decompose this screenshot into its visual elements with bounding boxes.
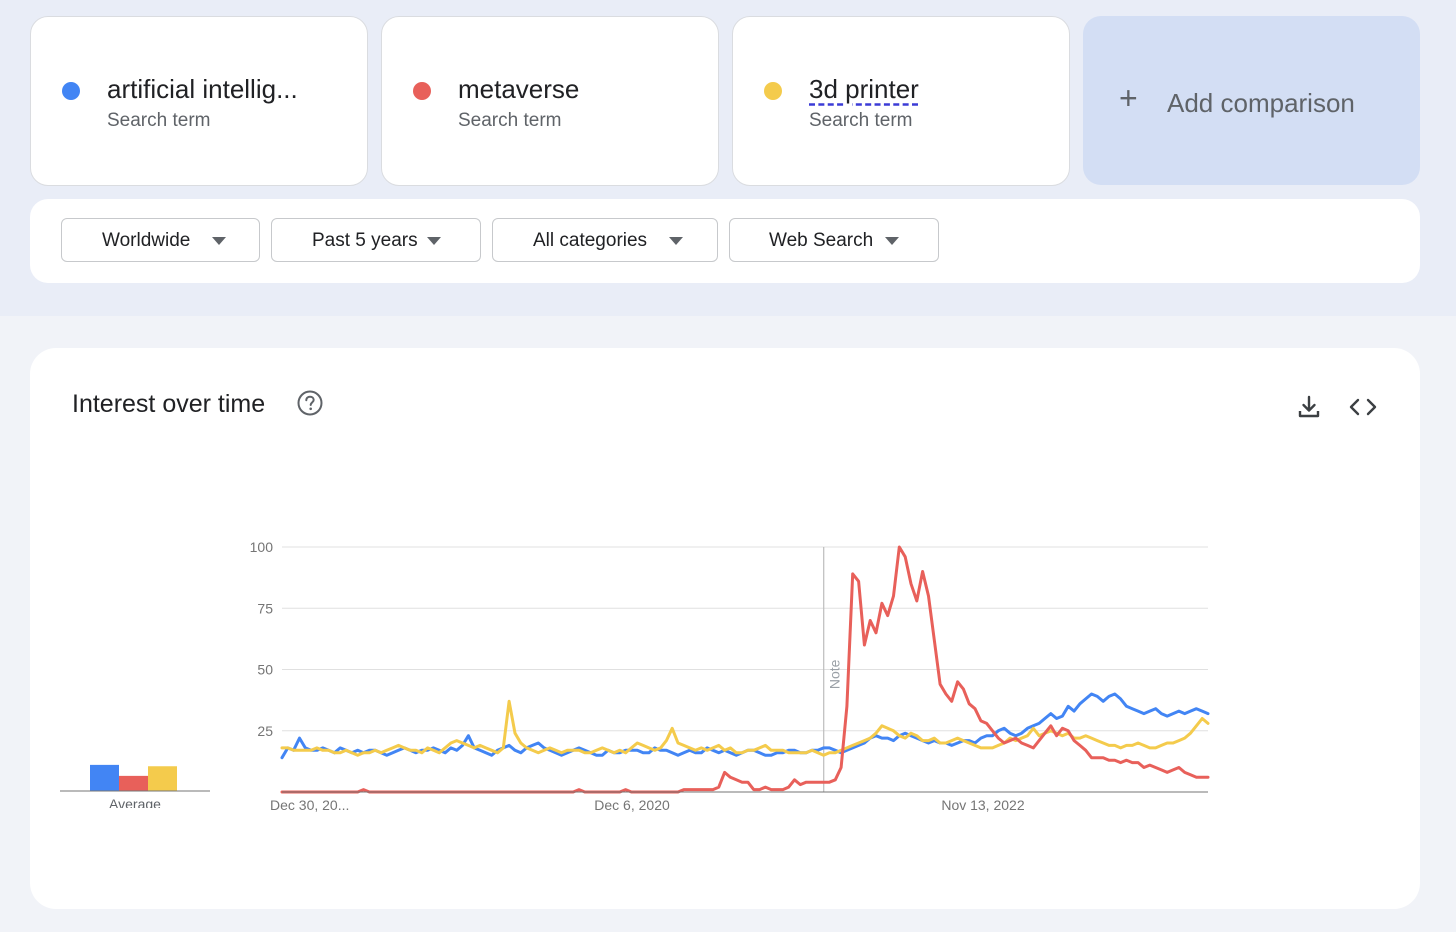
search-term-subtitle: Search term bbox=[107, 110, 211, 131]
search-term-subtitle: Search term bbox=[458, 110, 562, 131]
search-term-label: artificial intellig... bbox=[107, 74, 298, 104]
interest-line-chart: 100 75 50 25 Note Dec 30, 20... Dec 6, 2020 N… bbox=[250, 539, 1210, 813]
search-term-subtitle: Search term bbox=[809, 110, 913, 131]
filter-category-dropdown[interactable]: All categories bbox=[492, 218, 718, 262]
y-tick-label: 25 bbox=[257, 723, 273, 739]
chart-gridlines bbox=[282, 546, 1208, 732]
search-term-card-metaverse[interactable]: metaverse Search term bbox=[381, 16, 719, 186]
y-tick-label: 75 bbox=[257, 600, 273, 616]
series-color-dot bbox=[413, 82, 431, 100]
filter-region-dropdown[interactable]: Worldwide bbox=[61, 218, 260, 262]
help-circle-icon[interactable] bbox=[297, 390, 323, 416]
dropdown-caret-icon bbox=[427, 237, 441, 245]
filter-label: Web Search bbox=[769, 230, 874, 251]
note-annotation[interactable]: Note bbox=[823, 547, 843, 792]
add-comparison-label: Add comparison bbox=[1167, 88, 1355, 118]
interest-over-time-panel: Interest over time Average 100 75 50 25 Not… bbox=[30, 348, 1420, 909]
search-term-label: 3d printer bbox=[809, 74, 919, 105]
dropdown-caret-icon bbox=[669, 237, 683, 245]
series-color-dot bbox=[62, 82, 80, 100]
add-comparison-button[interactable]: + Add comparison bbox=[1083, 16, 1420, 185]
filter-label: Worldwide bbox=[102, 230, 191, 251]
dropdown-caret-icon bbox=[885, 237, 899, 245]
average-bars bbox=[90, 764, 177, 791]
search-term-card-ai[interactable]: artificial intellig... Search term bbox=[30, 16, 368, 186]
average-bar-1 bbox=[119, 775, 148, 791]
plus-icon: + bbox=[1119, 80, 1138, 116]
filter-label: All categories bbox=[533, 230, 648, 251]
average-label: Average bbox=[109, 796, 161, 808]
series-line-0 bbox=[280, 692, 1210, 760]
x-tick-label: Dec 6, 2020 bbox=[594, 797, 670, 813]
dropdown-caret-icon bbox=[212, 237, 226, 245]
code-embed-icon[interactable] bbox=[1348, 394, 1378, 420]
average-bar-chart: Average bbox=[60, 764, 210, 808]
filter-time-range-dropdown[interactable]: Past 5 years bbox=[271, 218, 481, 262]
x-tick-label: Nov 13, 2022 bbox=[941, 797, 1024, 813]
filter-bar: Worldwide Past 5 years All categories We… bbox=[30, 199, 1420, 283]
filter-label: Past 5 years bbox=[312, 230, 418, 251]
y-axis-labels: 100 75 50 25 bbox=[250, 539, 274, 739]
y-tick-label: 50 bbox=[257, 662, 273, 678]
filter-search-type-dropdown[interactable]: Web Search bbox=[729, 218, 939, 262]
x-axis-labels: Dec 30, 20... Dec 6, 2020 Nov 13, 2022 bbox=[270, 797, 1025, 813]
search-term-label: metaverse bbox=[458, 74, 580, 104]
search-term-text: 3d printer bbox=[809, 74, 919, 104]
y-tick-label: 100 bbox=[250, 539, 274, 555]
series-line-2 bbox=[280, 699, 1210, 757]
average-bar-2 bbox=[148, 766, 177, 791]
series-color-dot bbox=[764, 82, 782, 100]
average-bar-0 bbox=[90, 764, 119, 791]
search-term-card-3d-printer[interactable]: 3d printer Search term bbox=[732, 16, 1070, 186]
panel-title: Interest over time bbox=[72, 390, 266, 418]
x-tick-label: Dec 30, 20... bbox=[270, 797, 349, 813]
download-icon[interactable] bbox=[1296, 394, 1322, 420]
note-label: Note bbox=[827, 659, 843, 689]
